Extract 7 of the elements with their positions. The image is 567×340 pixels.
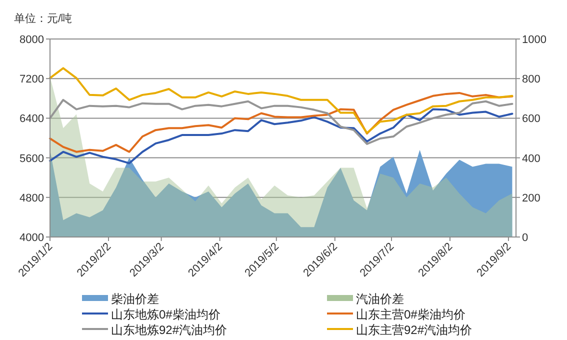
ylabel: 单位：元/吨 (14, 13, 72, 25)
legend-label: 山东主营92#汽油均价 (356, 323, 472, 337)
legend-label: 汽油价差 (356, 292, 404, 306)
legend-label: 山东地炼92#汽油均价 (111, 323, 228, 337)
legend-label: 柴油价差 (111, 292, 159, 306)
legend-label: 山东地炼0#柴油均价 (111, 308, 220, 322)
legend-label: 山东主营0#柴油均价 (356, 308, 466, 322)
